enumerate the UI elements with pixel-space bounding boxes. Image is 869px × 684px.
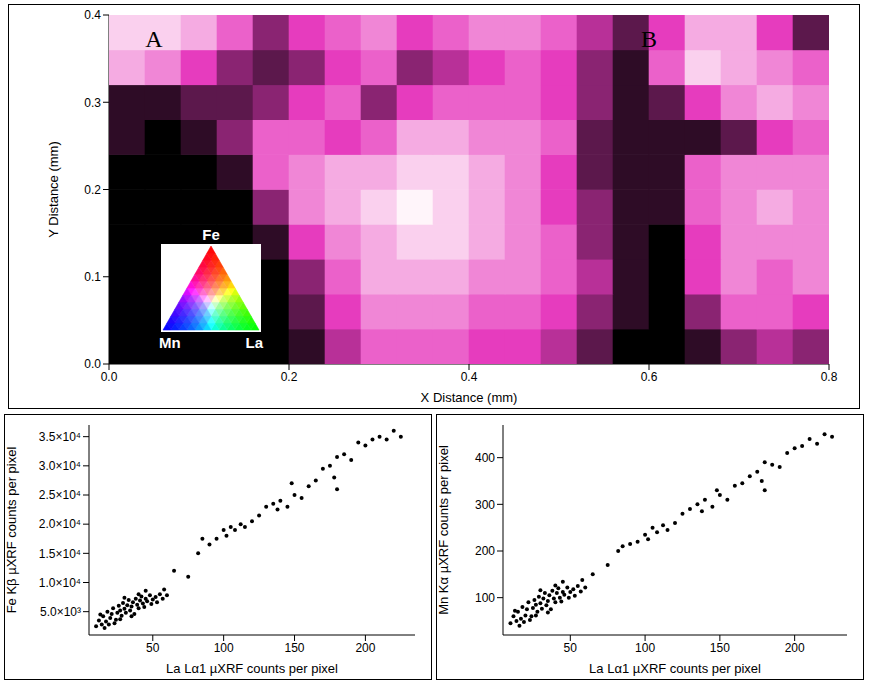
svg-text:400: 400 [475, 451, 495, 465]
svg-text:B: B [641, 26, 657, 52]
svg-text:0.8: 0.8 [821, 370, 838, 384]
svg-text:0.4: 0.4 [461, 370, 478, 384]
svg-text:La Lα1 µXRF counts per pixel: La Lα1 µXRF counts per pixel [589, 661, 761, 676]
svg-text:100: 100 [475, 591, 495, 605]
svg-text:1.0×10⁴: 1.0×10⁴ [39, 576, 81, 590]
svg-text:200: 200 [785, 641, 805, 655]
svg-text:150: 150 [710, 641, 730, 655]
svg-text:Y Distance (mm): Y Distance (mm) [46, 141, 61, 238]
svg-text:200: 200 [475, 544, 495, 558]
svg-text:Mn Kα µXRF counts per pixel: Mn Kα µXRF counts per pixel [437, 445, 451, 615]
svg-text:0.0: 0.0 [101, 370, 118, 384]
svg-text:Mn: Mn [159, 334, 181, 351]
svg-text:2.0×10⁴: 2.0×10⁴ [39, 517, 81, 531]
svg-text:0.4: 0.4 [84, 8, 101, 22]
svg-text:0.6: 0.6 [641, 370, 658, 384]
svg-text:100: 100 [214, 641, 234, 655]
svg-text:2.5×10⁴: 2.5×10⁴ [39, 488, 81, 502]
svg-text:0.0: 0.0 [84, 357, 101, 371]
svg-text:0.2: 0.2 [281, 370, 298, 384]
svg-text:Fe Kβ µXRF counts per pixel: Fe Kβ µXRF counts per pixel [5, 447, 19, 614]
svg-text:La Lα1 µXRF counts per pixel: La Lα1 µXRF counts per pixel [166, 661, 338, 676]
svg-text:0.1: 0.1 [84, 270, 101, 284]
svg-text:50: 50 [564, 641, 578, 655]
svg-text:50: 50 [146, 641, 160, 655]
svg-text:100: 100 [635, 641, 655, 655]
svg-text:Fe: Fe [203, 226, 221, 243]
svg-text:5.0×10³: 5.0×10³ [40, 605, 81, 619]
svg-text:A: A [145, 26, 163, 52]
svg-text:0.3: 0.3 [84, 96, 101, 110]
svg-text:3.0×10⁴: 3.0×10⁴ [39, 459, 81, 473]
svg-text:La: La [246, 334, 264, 351]
svg-text:150: 150 [285, 641, 305, 655]
svg-text:200: 200 [355, 641, 375, 655]
svg-text:300: 300 [475, 498, 495, 512]
svg-text:1.5×10⁴: 1.5×10⁴ [39, 547, 81, 561]
svg-text:0.2: 0.2 [84, 183, 101, 197]
svg-text:3.5×10⁴: 3.5×10⁴ [39, 430, 81, 444]
svg-text:X Distance (mm): X Distance (mm) [421, 390, 518, 405]
